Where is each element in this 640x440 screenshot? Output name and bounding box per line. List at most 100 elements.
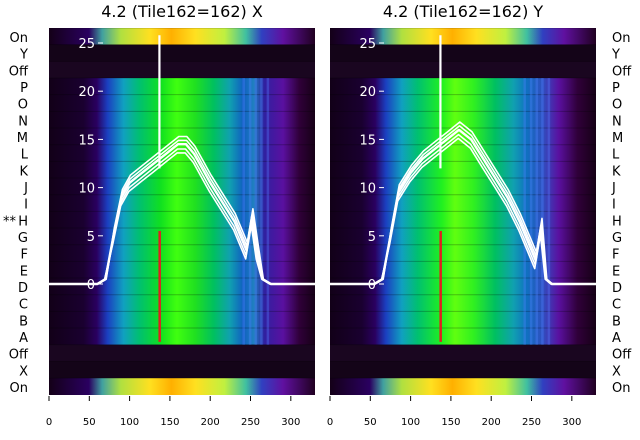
heatmap-row-a — [330, 328, 596, 346]
x-tick-label: 250 — [241, 417, 260, 428]
stripe — [254, 78, 258, 345]
heatmap-row-n — [330, 111, 596, 129]
row-label-a: A — [612, 331, 621, 346]
stripe — [266, 78, 270, 345]
heatmap-row-p — [49, 78, 315, 96]
heatmap-row-e — [330, 261, 596, 279]
heatmap-row-h — [330, 211, 596, 229]
row-label-h: H — [612, 214, 622, 229]
row-label-h: H — [18, 214, 28, 229]
series-line — [330, 121, 596, 285]
row-label-b: B — [19, 314, 28, 329]
row-label-e: E — [20, 264, 28, 279]
x-tick-label: 250 — [522, 417, 541, 428]
x-tick-label: 0 — [327, 417, 333, 428]
heatmap-row-off — [330, 61, 596, 79]
row-label-a: A — [19, 331, 28, 346]
row-label-e: E — [612, 264, 620, 279]
heatmap-row-y — [49, 44, 315, 62]
row-label-o: O — [612, 98, 622, 113]
x-tick-label: 100 — [120, 417, 139, 428]
row-label-g: G — [612, 231, 622, 246]
x-tick-label: 0 — [46, 417, 52, 428]
heatmap-row-e — [49, 261, 315, 279]
y-tick-label: 0 — [87, 278, 95, 293]
row-label-x: X — [612, 364, 621, 379]
heatmap-row-k — [330, 161, 596, 179]
row-label-n: N — [612, 114, 622, 129]
row-label-j: J — [23, 181, 28, 196]
row-label-off: Off — [9, 64, 29, 79]
row-label-off: Off — [612, 348, 632, 363]
stripe — [523, 78, 526, 345]
x-tick-label: 100 — [401, 417, 420, 428]
heatmap-row-off — [330, 344, 596, 362]
row-label-f: F — [612, 248, 619, 263]
stripe — [242, 78, 245, 345]
heatmap-row-m — [330, 128, 596, 146]
heatmap-row-y — [330, 44, 596, 62]
row-label-on: On — [612, 31, 630, 46]
row-label-off: Off — [9, 348, 29, 363]
heatmap-row-x — [49, 361, 315, 379]
panel-x: 4.2 (Tile162=162) X OnYOffPONMLKJIHGFEDC… — [3, 2, 315, 428]
x-tick-label: 300 — [562, 417, 581, 428]
heatmap-row-off — [49, 344, 315, 362]
row-label-y: Y — [19, 48, 28, 63]
row-label-j: J — [611, 181, 616, 196]
y-tick-label: 20 — [78, 85, 95, 100]
y-tick-labels: 0 5 10 15 20 25 — [78, 37, 103, 293]
heatmap-row-b — [49, 311, 315, 329]
x-tick-label: 200 — [482, 417, 501, 428]
heatmap-row-on — [330, 378, 596, 395]
heatmap-row-o — [330, 94, 596, 112]
row-label-l: L — [21, 148, 29, 163]
heatmap-row-n — [49, 111, 315, 129]
heatmap-row-x — [330, 361, 596, 379]
row-label-i: I — [612, 198, 616, 213]
y-tick-label: 10 — [78, 182, 95, 197]
heatmap-row-on — [49, 378, 315, 395]
x-tick-label: 150 — [160, 417, 179, 428]
x-tick-labels: 0 50 100 150 200 250 300 — [327, 396, 581, 428]
x-tick-label: 50 — [364, 417, 377, 428]
row-label-on: On — [10, 381, 28, 396]
row-label-g: G — [18, 231, 28, 246]
heatmap-area — [49, 28, 315, 395]
heatmap-row-f — [330, 244, 596, 262]
heatmap-row-f — [49, 244, 315, 262]
row-label-l: L — [612, 148, 620, 163]
row-label-i: I — [24, 198, 28, 213]
heatmap-row-k — [49, 161, 315, 179]
heatmap-row-l — [330, 144, 596, 162]
chart-title: 4.2 (Tile162=162) X — [101, 2, 263, 21]
heatmap-row-c — [49, 294, 315, 312]
heatmap-row-j — [49, 178, 315, 196]
heatmap-row-h — [49, 211, 315, 229]
heatmap-row-i — [330, 194, 596, 212]
heatmap-row-d — [330, 278, 596, 296]
heatmap-row-o — [49, 94, 315, 112]
row-label-c: C — [612, 298, 621, 313]
row-label-p: P — [612, 81, 620, 96]
heatmap-row-j — [330, 178, 596, 196]
heatmap-row-on — [330, 28, 596, 46]
row-label-f: F — [21, 248, 28, 263]
row-label-off: Off — [612, 64, 632, 79]
spike-marker — [158, 230, 161, 342]
y-tick-label: 10 — [359, 182, 376, 197]
y-tick-label: 25 — [78, 37, 95, 52]
y-tick-labels: 0 5 10 15 20 25 — [359, 37, 384, 293]
row-label-o: O — [18, 98, 28, 113]
row-label-on: On — [10, 31, 28, 46]
series-line — [49, 135, 315, 285]
row-label-c: C — [19, 298, 28, 313]
y-tick-label: 15 — [359, 133, 376, 148]
spike-marker — [439, 230, 442, 342]
row-label-d: D — [612, 281, 622, 296]
y-tick-label: 0 — [368, 278, 376, 293]
heatmap-row-d — [49, 278, 315, 296]
